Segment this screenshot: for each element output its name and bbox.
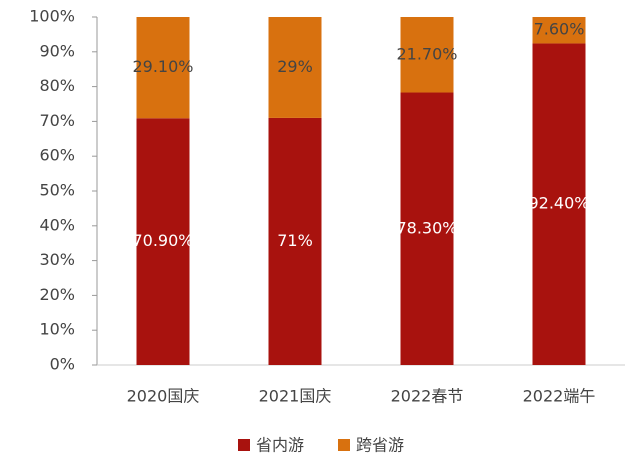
y-tick-label: 100%: [29, 7, 75, 26]
y-tick-label: 30%: [39, 250, 75, 269]
bar-segment: [136, 17, 190, 119]
legend-swatch: [238, 439, 250, 451]
y-tick-label: 70%: [39, 111, 75, 130]
x-tick-label: 2022春节: [391, 387, 464, 406]
data-label: 71%: [277, 231, 313, 250]
x-tick-label: 2020国庆: [127, 387, 200, 406]
y-tick-label: 10%: [39, 320, 75, 339]
bar-segment: [400, 92, 454, 366]
y-tick-label: 80%: [39, 76, 75, 95]
y-tick-label: 0%: [50, 355, 75, 374]
data-label: 7.60%: [534, 20, 585, 39]
x-tick-label: 2022端午: [523, 387, 596, 406]
bar-segment: [268, 17, 322, 118]
y-tick-label: 50%: [39, 181, 75, 200]
y-tick-label: 40%: [39, 215, 75, 234]
bar-segment: [136, 118, 190, 365]
y-tick-label: 90%: [39, 41, 75, 60]
bar-segment: [400, 17, 454, 93]
legend-label: 跨省游: [356, 436, 404, 455]
data-label: 21.70%: [396, 44, 457, 63]
y-tick-label: 60%: [39, 146, 75, 165]
data-label: 29.10%: [132, 57, 193, 76]
data-label: 70.90%: [132, 231, 193, 250]
legend-swatch: [338, 439, 350, 451]
data-label: 29%: [277, 57, 313, 76]
legend-label: 省内游: [256, 436, 304, 455]
x-tick-label: 2021国庆: [259, 387, 332, 406]
data-label: 92.40%: [528, 194, 589, 213]
bar-segment: [268, 117, 322, 365]
bar-segment: [532, 43, 586, 365]
bar-segment: [532, 17, 586, 44]
y-tick-label: 20%: [39, 285, 75, 304]
data-label: 78.30%: [396, 218, 457, 237]
